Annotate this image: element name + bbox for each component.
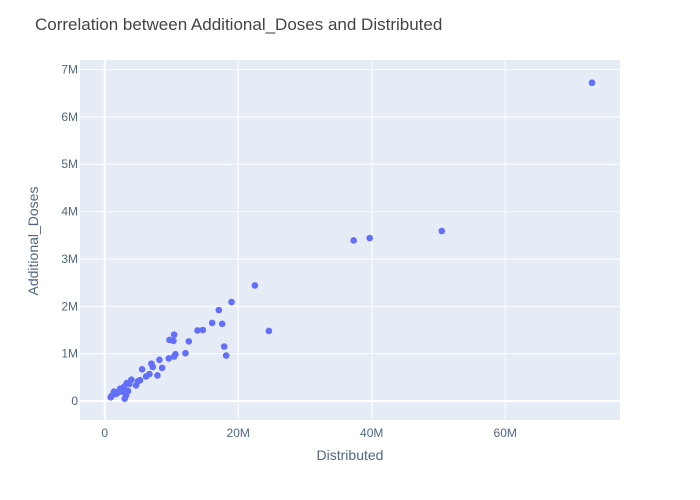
- scatter-point: [588, 79, 596, 87]
- scatter-point: [156, 356, 163, 364]
- scatter-point: [128, 376, 135, 384]
- scatter-point: [170, 337, 177, 345]
- y-tick-label: 2M: [61, 299, 78, 313]
- scatter-point: [199, 326, 207, 334]
- scatter-point: [438, 227, 446, 235]
- scatter-point: [194, 327, 201, 334]
- y-tick-label: 1M: [61, 347, 78, 361]
- data-points: [107, 79, 596, 402]
- y-axis-title: Additional_Doses: [25, 187, 41, 296]
- chart-title: Correlation between Additional_Doses and…: [35, 15, 442, 34]
- x-tick-label: 20M: [227, 426, 250, 440]
- scatter-point: [251, 282, 259, 289]
- scatter-point: [182, 349, 189, 357]
- scatter-point: [215, 306, 223, 314]
- scatter-point: [228, 298, 235, 306]
- x-tick-label: 0: [101, 426, 108, 440]
- scatter-point: [350, 237, 357, 244]
- zero-lines: [80, 60, 620, 420]
- scatter-point: [149, 363, 157, 371]
- x-tick-label: 40M: [360, 426, 383, 440]
- scatter-point: [154, 372, 161, 379]
- scatter-point: [208, 319, 216, 327]
- scatter-point: [158, 364, 166, 372]
- x-tick-label: 60M: [494, 426, 517, 440]
- y-tick-label: 3M: [61, 252, 78, 266]
- scatter-point: [170, 331, 178, 339]
- y-tick-label: 7M: [61, 62, 78, 76]
- y-tick-label: 0: [71, 394, 78, 408]
- x-axis-title: Distributed: [317, 447, 384, 463]
- scatter-point: [265, 327, 273, 335]
- scatter-point: [124, 387, 132, 395]
- scatter-point: [185, 338, 193, 345]
- scatter-point: [218, 320, 226, 328]
- scatter-point: [220, 343, 228, 350]
- scatter-point: [165, 355, 173, 362]
- scatter-point: [138, 366, 146, 373]
- scatter-point: [136, 376, 144, 384]
- scatter-point: [146, 370, 153, 378]
- scatter-point: [366, 234, 373, 242]
- y-tick-label: 6M: [61, 110, 78, 124]
- y-axis-ticks: 0 1M 2M 3M 4M 5M 6M 7M: [61, 62, 78, 408]
- y-tick-label: 5M: [61, 157, 78, 171]
- x-axis-ticks: 0 20M 40M 60M: [101, 426, 517, 440]
- grid-lines: [80, 60, 620, 420]
- scatter-point: [222, 352, 230, 359]
- scatter-point: [172, 350, 179, 358]
- y-tick-label: 4M: [61, 205, 78, 219]
